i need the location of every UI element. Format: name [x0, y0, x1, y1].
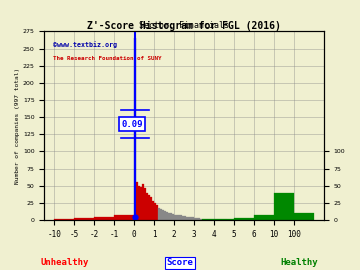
Bar — [206, 219, 208, 220]
Bar — [142, 184, 144, 220]
Bar — [178, 215, 180, 220]
Bar — [136, 182, 138, 220]
Bar — [192, 217, 194, 220]
Title: Z'-Score Histogram for FGL (2016): Z'-Score Histogram for FGL (2016) — [87, 21, 281, 32]
Bar — [154, 203, 156, 220]
Bar — [254, 215, 274, 220]
Bar — [294, 213, 314, 220]
Bar — [188, 217, 190, 220]
Bar — [180, 215, 182, 220]
Bar — [184, 216, 186, 220]
Bar — [190, 217, 192, 220]
Bar — [234, 218, 254, 220]
Text: Score: Score — [167, 258, 193, 267]
Text: Sector: Financials: Sector: Financials — [139, 21, 229, 30]
Bar — [162, 211, 164, 220]
Bar — [198, 218, 200, 220]
Text: Unhealthy: Unhealthy — [41, 258, 89, 267]
Bar — [140, 187, 142, 220]
Bar — [166, 212, 168, 220]
Bar — [196, 218, 198, 220]
Bar — [138, 186, 140, 220]
Text: The Research Foundation of SUNY: The Research Foundation of SUNY — [53, 56, 161, 61]
Bar — [176, 215, 178, 220]
Bar — [150, 197, 152, 220]
Bar — [210, 219, 212, 220]
Bar — [148, 195, 150, 220]
Bar — [186, 217, 188, 220]
Bar — [146, 193, 148, 220]
Bar — [134, 38, 136, 220]
Bar — [94, 217, 114, 220]
Bar — [200, 219, 202, 220]
Bar — [160, 209, 162, 220]
Bar — [208, 219, 210, 220]
Bar — [156, 205, 158, 220]
Bar — [172, 214, 174, 220]
Text: 0.09: 0.09 — [121, 120, 143, 129]
Bar — [144, 188, 146, 220]
Y-axis label: Number of companies (997 total): Number of companies (997 total) — [15, 68, 20, 184]
Bar — [194, 218, 196, 220]
Bar — [164, 211, 166, 220]
Bar — [158, 208, 160, 220]
Text: ©www.textbiz.org: ©www.textbiz.org — [53, 41, 117, 48]
Bar — [152, 201, 154, 220]
Bar — [170, 213, 172, 220]
Bar — [174, 215, 176, 220]
Bar — [114, 215, 134, 220]
Text: Healthy: Healthy — [280, 258, 318, 267]
Bar — [168, 212, 170, 220]
Bar — [214, 219, 216, 220]
Bar — [182, 216, 184, 220]
Bar — [74, 218, 94, 220]
Bar — [274, 193, 294, 220]
Bar — [202, 219, 204, 220]
Bar — [226, 219, 234, 220]
Bar — [204, 219, 206, 220]
